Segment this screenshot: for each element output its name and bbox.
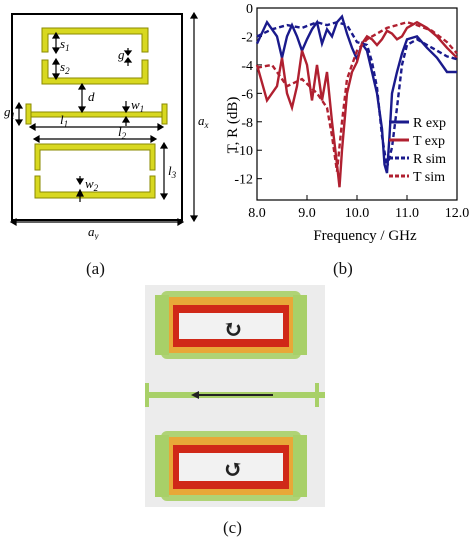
label-w1: w1 bbox=[131, 97, 144, 114]
x-tick-label: 8.0 bbox=[248, 206, 266, 221]
label-ax: ax bbox=[198, 113, 209, 130]
y-tick-label: 0 bbox=[246, 2, 253, 17]
series-line bbox=[255, 14, 457, 174]
x-tick-label: 12.0 bbox=[445, 206, 470, 221]
wire-field bbox=[145, 383, 325, 407]
series-line bbox=[256, 20, 458, 168]
caption-c: (c) bbox=[223, 518, 242, 537]
y-tick-label: -2 bbox=[241, 30, 253, 45]
legend-label: R exp bbox=[413, 116, 446, 131]
cut-wire bbox=[25, 103, 168, 125]
circulation-arrow-bottom: ↺ bbox=[223, 457, 243, 483]
x-tick-label: 9.0 bbox=[298, 206, 316, 221]
legend-label: R sim bbox=[413, 152, 446, 167]
legend-label: T sim bbox=[413, 170, 445, 185]
x-tick-label: 11.0 bbox=[395, 206, 419, 221]
y-axis-label: T, R (dB) bbox=[225, 97, 241, 154]
bottom-ring bbox=[34, 143, 156, 199]
y-tick-label: -12 bbox=[234, 173, 253, 188]
x-tick-label: 10.0 bbox=[345, 206, 370, 221]
y-tick-label: -8 bbox=[241, 116, 253, 131]
label-s2: s2 bbox=[60, 59, 70, 76]
label-d: d bbox=[88, 89, 95, 104]
bottom-ring-field bbox=[155, 431, 307, 501]
top-split-ring bbox=[41, 27, 149, 85]
label-s1: s1 bbox=[60, 36, 70, 53]
label-ay: ay bbox=[88, 224, 99, 240]
label-g1: g1 bbox=[4, 104, 15, 121]
panel-c-field-plot: ↻ ↺ bbox=[145, 285, 325, 507]
caption-a: (a) bbox=[86, 259, 105, 278]
y-tick-label: -6 bbox=[241, 87, 253, 102]
panel-a-diagram: s1 s2 g d w1 g1 l1 l2 l3 w2 ax ay bbox=[4, 11, 209, 240]
dimension-lines bbox=[9, 11, 199, 227]
label-g: g bbox=[118, 47, 125, 62]
label-l1: l1 bbox=[60, 112, 68, 129]
caption-b: (b) bbox=[333, 259, 353, 278]
y-tick-label: -4 bbox=[241, 59, 253, 74]
panel-b-chart: 8.0 9.0 10.0 11.0 12.0 0 -2 -4 -6 -8 -10 -12 R exp T… bbox=[225, 2, 470, 244]
series-line bbox=[255, 20, 458, 188]
legend-label: T exp bbox=[413, 134, 445, 149]
series-line bbox=[256, 20, 458, 172]
unit-cell-frame bbox=[11, 13, 183, 221]
top-ring-field bbox=[155, 291, 307, 359]
label-w2: w2 bbox=[85, 176, 99, 193]
x-axis-label: Frequency / GHz bbox=[313, 228, 417, 244]
label-l3: l3 bbox=[168, 163, 177, 180]
circulation-arrow-top: ↻ bbox=[223, 317, 243, 343]
y-tick-label: -10 bbox=[234, 144, 253, 159]
label-l2: l2 bbox=[118, 124, 127, 141]
